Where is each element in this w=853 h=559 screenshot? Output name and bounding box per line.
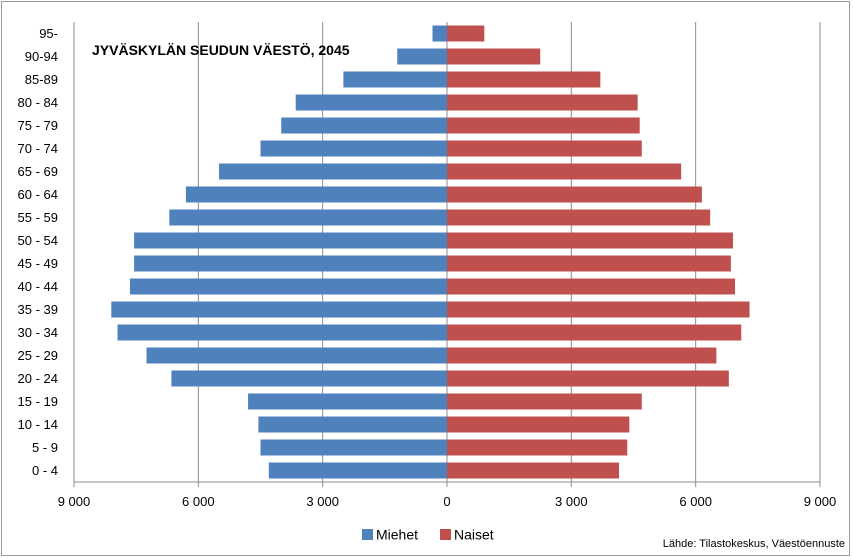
y-tick-label: 35 - 39: [18, 302, 58, 317]
bar-naiset: [447, 347, 717, 364]
bar-naiset: [447, 71, 601, 88]
bar-naiset: [447, 140, 642, 157]
bar-miehet: [268, 462, 447, 479]
bar-naiset: [447, 117, 640, 134]
legend-swatch-miehet: [362, 529, 373, 540]
y-tick-label: 85-89: [25, 72, 58, 87]
source-note: Lähde: Tilastokeskus, Väestöennuste: [663, 538, 845, 550]
bar-miehet: [260, 439, 447, 456]
legend: Miehet Naiset: [362, 527, 494, 543]
y-tick-label: 5 - 9: [32, 440, 58, 455]
bar-miehet: [185, 186, 447, 203]
bar-miehet: [281, 117, 447, 134]
bar-miehet: [295, 94, 447, 111]
legend-label-miehet: Miehet: [376, 527, 418, 543]
y-tick-label: 45 - 49: [18, 256, 58, 271]
grid-lines: [73, 22, 821, 482]
bar-miehet: [219, 163, 447, 180]
bar-miehet: [169, 209, 448, 226]
bar-naiset: [447, 370, 729, 387]
y-tick-label: 55 - 59: [18, 210, 58, 225]
bar-naiset: [447, 324, 742, 341]
y-tick-label: 75 - 79: [18, 118, 58, 133]
y-tick-label: 15 - 19: [18, 394, 58, 409]
bar-naiset: [447, 163, 682, 180]
x-tick-label: 0: [443, 494, 450, 509]
bar-naiset: [447, 186, 702, 203]
x-tick-label: 6 000: [679, 494, 712, 509]
x-tick-label: 6 000: [182, 494, 215, 509]
bar-naiset: [447, 439, 628, 456]
y-tick-label: 70 - 74: [18, 141, 58, 156]
y-tick-label: 65 - 69: [18, 164, 58, 179]
y-tick-label: 30 - 34: [18, 325, 58, 340]
legend-swatch-naiset: [440, 529, 451, 540]
bars: [111, 25, 750, 479]
bar-miehet: [343, 71, 447, 88]
y-tick-label: 95-: [39, 26, 58, 41]
bar-miehet: [432, 25, 447, 42]
bar-miehet: [117, 324, 448, 341]
bar-naiset: [447, 48, 541, 65]
y-tick-label: 90-94: [25, 49, 58, 64]
bar-naiset: [447, 232, 733, 249]
bar-naiset: [447, 393, 642, 410]
y-tick-label: 25 - 29: [18, 348, 58, 363]
x-axis: 9 000 6 000 3 000 0 3 000 6 000 9 000: [58, 481, 837, 509]
chart-title: JYVÄSKYLÄN SEUDUN VÄESTÖ, 2045: [92, 42, 350, 58]
y-tick-label: 40 - 44: [18, 279, 58, 294]
bar-naiset: [447, 278, 736, 295]
x-tick-label: 9 000: [58, 494, 91, 509]
bar-naiset: [447, 255, 731, 272]
bar-miehet: [171, 370, 447, 387]
bar-miehet: [146, 347, 447, 364]
bar-miehet: [397, 48, 447, 65]
y-tick-label: 80 - 84: [18, 95, 58, 110]
bar-miehet: [134, 255, 447, 272]
bar-naiset: [447, 416, 630, 433]
x-tick-label: 3 000: [306, 494, 339, 509]
bar-miehet: [248, 393, 447, 410]
legend-label-naiset: Naiset: [454, 527, 494, 543]
bar-naiset: [447, 25, 485, 42]
y-tick-label: 50 - 54: [18, 233, 58, 248]
bar-miehet: [134, 232, 447, 249]
bar-naiset: [447, 462, 619, 479]
x-tick-label: 3 000: [555, 494, 588, 509]
bar-miehet: [111, 301, 448, 318]
y-tick-label: 60 - 64: [18, 187, 58, 202]
bar-naiset: [447, 209, 711, 226]
bar-miehet: [260, 140, 447, 157]
bar-naiset: [447, 301, 750, 318]
y-tick-label: 10 - 14: [18, 417, 58, 432]
y-tick-label: 20 - 24: [18, 371, 58, 386]
bar-naiset: [447, 94, 638, 111]
x-tick-label: 9 000: [804, 494, 837, 509]
bar-miehet: [258, 416, 447, 433]
bar-miehet: [129, 278, 447, 295]
y-tick-label: 0 - 4: [32, 463, 58, 478]
y-axis: 0 - 4 5 - 9 10 - 14 15 - 19 20 - 24 25 - 29 30…: [18, 26, 58, 478]
